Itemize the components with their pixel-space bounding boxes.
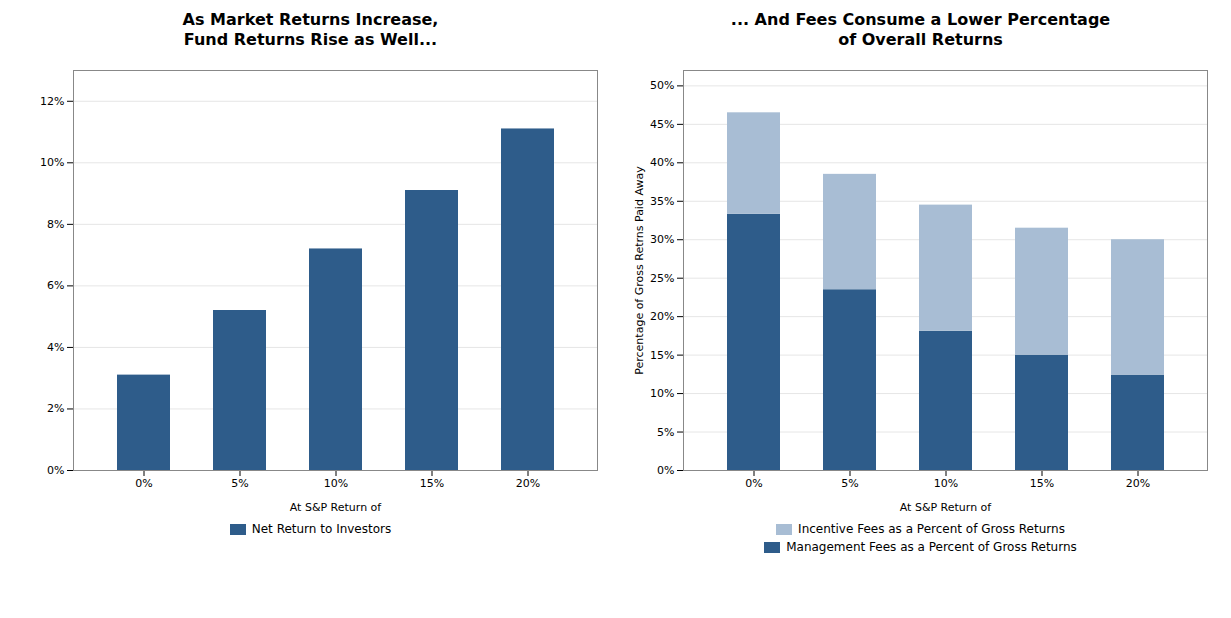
svg-text:45%: 45% (650, 118, 674, 131)
svg-text:12%: 12% (40, 95, 64, 108)
svg-text:0%: 0% (135, 477, 152, 490)
svg-text:15%: 15% (419, 477, 443, 490)
svg-text:15%: 15% (650, 349, 674, 362)
svg-text:0%: 0% (47, 464, 64, 477)
svg-text:10%: 10% (933, 477, 957, 490)
svg-text:15%: 15% (1029, 477, 1053, 490)
html-text:As Market Returns Increase, Fu: As Market Returns Increase, Fund Returns… (182, 10, 439, 49)
svg-text:At S&P Return of: At S&P Return of (899, 501, 992, 514)
svg-text:20%: 20% (1125, 477, 1149, 490)
svg-text:20%: 20% (650, 310, 674, 323)
svg-text:Percentage of Gross Retrns Pai: Percentage of Gross Retrns Paid Away (633, 166, 646, 375)
svg-text:0%: 0% (657, 464, 674, 477)
svg-text:50%: 50% (650, 79, 674, 92)
svg-text:10%: 10% (650, 387, 674, 400)
svg-text:0%: 0% (745, 477, 762, 490)
svg-text:25%: 25% (650, 272, 674, 285)
svg-text:8%: 8% (47, 218, 64, 231)
html-text:Net Return to Investors: Net Return to Investors (251, 522, 392, 536)
svg-text:5%: 5% (841, 477, 858, 490)
svg-text:10%: 10% (40, 156, 64, 169)
svg-text:20%: 20% (515, 477, 539, 490)
svg-text:6%: 6% (47, 279, 64, 292)
svg-text:30%: 30% (650, 233, 674, 246)
html-text:... And Fees Consume a Lower P: ... And Fees Consume a Lower Percentage … (730, 10, 1111, 49)
svg-text:5%: 5% (231, 477, 248, 490)
svg-text:35%: 35% (650, 195, 674, 208)
html-text:Management Fees as a Percent o: Management Fees as a Percent of Gross Re… (786, 540, 1077, 554)
html-text:Incentive Fees as a Percent of: Incentive Fees as a Percent of Gross Ret… (798, 522, 1065, 536)
svg-text:4%: 4% (47, 341, 64, 354)
svg-text:40%: 40% (650, 156, 674, 169)
svg-text:5%: 5% (657, 426, 674, 439)
svg-text:10%: 10% (323, 477, 347, 490)
svg-text:At S&P Return of: At S&P Return of (289, 501, 382, 514)
svg-text:2%: 2% (47, 402, 64, 415)
